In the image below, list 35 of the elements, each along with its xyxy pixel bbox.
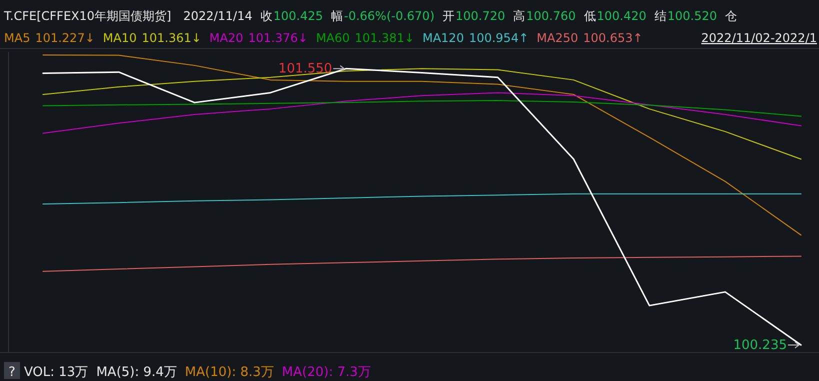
text: MA250 <box>536 31 578 45</box>
text: 101.381↓ <box>354 31 414 45</box>
text: MA(5): 9.4万 <box>96 365 177 380</box>
text: 收 <box>260 9 272 23</box>
text: MA(20): 7.3万 <box>282 365 371 380</box>
text: T.CFE[CFFEX10年期国债期货] <box>3 9 172 23</box>
text: 100.720 <box>456 9 506 23</box>
text: 2022/11/02-2022/1 <box>701 31 817 45</box>
text: MA20 <box>209 31 244 45</box>
text: MA(10): 8.3万 <box>184 365 274 380</box>
text: 100.420 <box>596 9 646 23</box>
annotation: 101.550 <box>278 62 332 77</box>
text: MA120 <box>422 31 464 45</box>
text: 幅 <box>331 9 343 23</box>
series-label: MA5 <box>4 31 30 45</box>
annotation: 100.235 <box>733 338 787 353</box>
text: 100.653↑ <box>583 31 643 45</box>
text: VOL: 13万 <box>24 365 88 380</box>
text: 100.760 <box>526 9 576 23</box>
text: 100.954↑ <box>468 31 529 45</box>
text: 高 <box>513 9 526 23</box>
text: 2022/11/14 <box>183 9 252 23</box>
text: -0.66%(-0.670) <box>344 9 434 23</box>
text: 101.227↓ <box>35 31 95 45</box>
text: 100.520 <box>667 9 717 23</box>
text: MA10 <box>102 31 137 45</box>
text: ? <box>8 365 16 380</box>
text: 结 <box>654 9 666 23</box>
text: 仓 <box>725 9 737 23</box>
text: 100.425 <box>273 9 323 23</box>
text: MA60 <box>316 31 350 45</box>
text: 101.376↓ <box>248 31 308 45</box>
text: 低 <box>584 9 596 23</box>
text: 101.361↓ <box>142 31 202 45</box>
text: 开 <box>442 9 454 23</box>
